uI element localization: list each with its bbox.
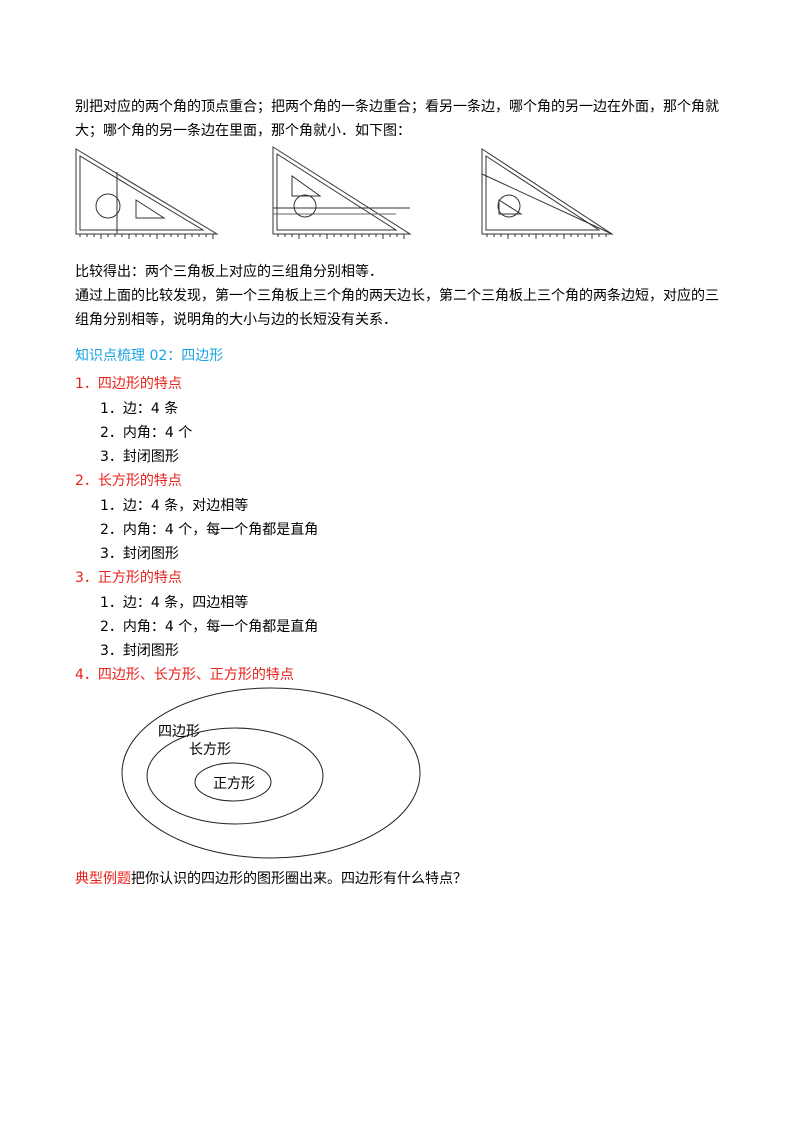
middle-ellipse-rectangle: [146, 727, 324, 825]
intro-line-1: 别把对应的两个角的顶点重合；把两个角的一条边重合；看另一条边，哪个角的另一边在外…: [75, 99, 719, 115]
example-tag: 典型例题: [75, 871, 131, 887]
conclusion-line-3: 组角分别相等，说明角的大小与边的长短没有关系．: [75, 312, 397, 328]
label-quadrilateral: 四边形: [158, 724, 200, 740]
triangle-figure-2: [272, 146, 412, 239]
section-title: 知识点梳理 02：四边形: [75, 348, 224, 364]
heading-quadrilateral: 1．四边形的特点: [75, 376, 182, 392]
list-item: 3．封闭图形: [100, 546, 179, 562]
inner-ellipse-square: [194, 762, 272, 802]
heading-relationship: 4．四边形、长方形、正方形的特点: [75, 667, 294, 683]
heading-square: 3．正方形的特点: [75, 570, 182, 586]
list-item: 1．边：4 条，四边相等: [100, 595, 249, 611]
triangle-figure-1: [75, 148, 219, 239]
list-item: 2．内角：4 个，每一个角都是直角: [100, 619, 319, 635]
list-item: 3．封闭图形: [100, 449, 179, 465]
heading-rectangle: 2．长方形的特点: [75, 473, 182, 489]
outer-ellipse-quadrilateral: [121, 687, 421, 859]
conclusion-line-2: 通过上面的比较发现，第一个三角板上三个角的两天边长，第二个三角板上三个角的两条边…: [75, 288, 719, 304]
label-square: 正方形: [213, 776, 255, 792]
list-item: 1．边：4 条，对边相等: [100, 498, 249, 514]
intro-line-2: 大；哪个角的另一条边在里面，那个角就小．如下图：: [75, 123, 411, 139]
list-item: 3．封闭图形: [100, 643, 179, 659]
label-rectangle: 长方形: [189, 742, 231, 758]
example-line: 典型例题把你认识的四边形的图形圈出来。四边形有什么特点？: [75, 868, 467, 888]
list-item: 2．内角：4 个，每一个角都是直角: [100, 522, 319, 538]
list-item: 1．边：4 条: [100, 401, 179, 417]
list-item: 2．内角：4 个: [100, 425, 193, 441]
triangle-figure-3: [481, 148, 614, 239]
conclusion-line-1: 比较得出：两个三角板上对应的三组角分别相等．: [75, 264, 383, 280]
example-text: 把你认识的四边形的图形圈出来。四边形有什么特点？: [131, 871, 467, 887]
